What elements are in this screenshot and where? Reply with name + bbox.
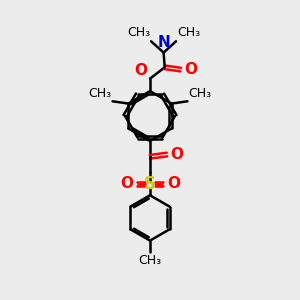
- Text: CH₃: CH₃: [138, 254, 162, 267]
- Text: N: N: [157, 35, 170, 50]
- Text: O: O: [184, 62, 197, 77]
- Text: O: O: [120, 176, 133, 191]
- Text: CH₃: CH₃: [189, 87, 212, 100]
- Text: CH₃: CH₃: [127, 26, 150, 39]
- Text: CH₃: CH₃: [177, 26, 200, 39]
- Text: O: O: [134, 62, 147, 77]
- Text: S: S: [144, 175, 156, 193]
- Text: CH₃: CH₃: [88, 87, 111, 100]
- Text: O: O: [170, 147, 183, 162]
- Text: O: O: [167, 176, 180, 191]
